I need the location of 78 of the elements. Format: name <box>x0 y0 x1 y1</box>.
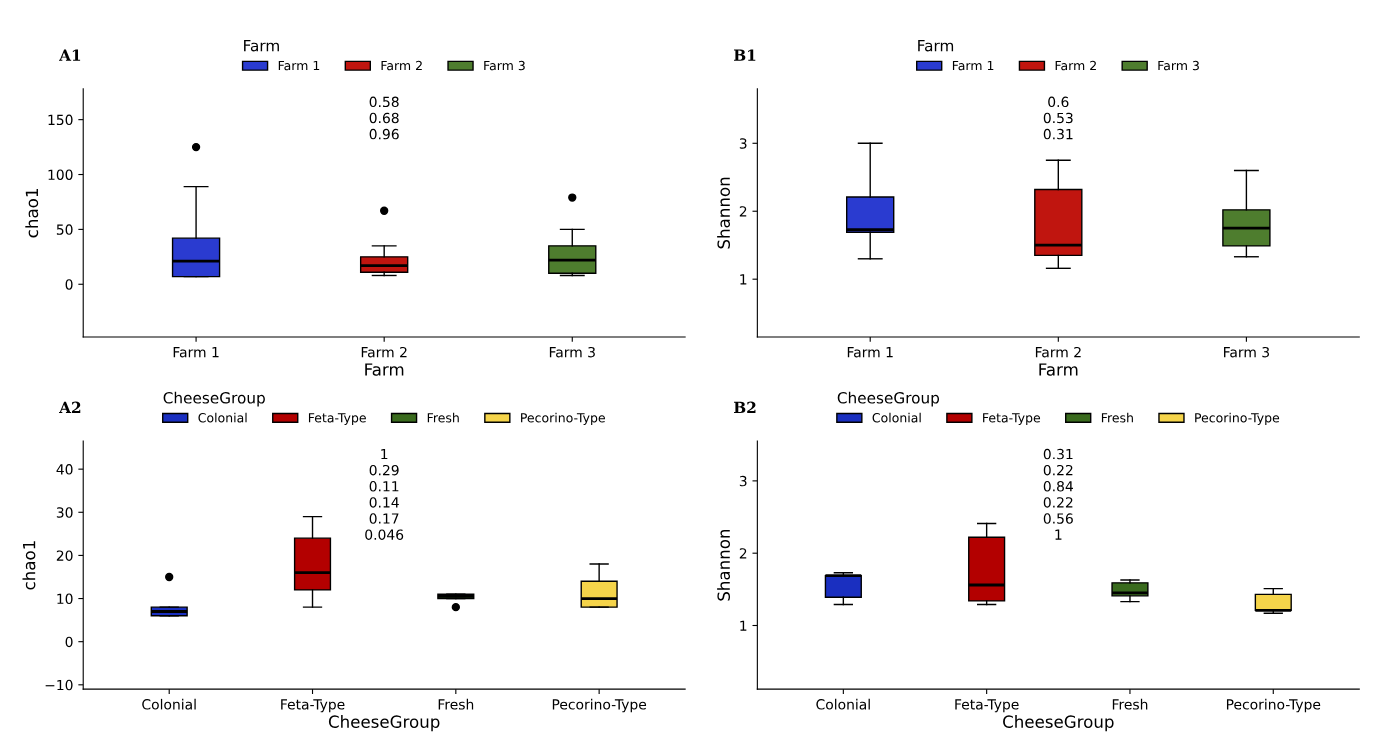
legend-label: Colonial <box>198 412 247 423</box>
legend-label: Farm 3 <box>1158 60 1199 71</box>
annotation: 0.31 <box>1043 448 1073 460</box>
legend-label: Fresh <box>1101 412 1133 423</box>
legend-title: CheeseGroup <box>837 391 940 407</box>
legend-label: Pecorino-Type <box>1195 412 1280 425</box>
x-tick-label: Farm 1 <box>173 347 219 358</box>
annotation: 1 <box>381 448 388 460</box>
y-tick-label: 2 <box>739 548 747 559</box>
y-tick-label: 50 <box>56 224 73 235</box>
y-tick-label: 40 <box>56 464 73 475</box>
legend-label: Feta-Type <box>308 413 366 425</box>
legend-label: Colonial <box>872 412 921 423</box>
x-axis-title: CheeseGroup <box>328 715 440 732</box>
y-tick-label: −10 <box>45 679 73 691</box>
chart-title: A1 <box>59 49 81 61</box>
x-axis-title: Farm <box>1039 363 1078 376</box>
annotation: 0.56 <box>1043 513 1073 524</box>
x-tick-label: Farm 1 <box>847 347 893 358</box>
y-tick-label: 20 <box>56 550 73 561</box>
annotation: 0.6 <box>1048 96 1069 108</box>
legend-title: CheeseGroup <box>163 391 265 407</box>
legend-title: Farm <box>244 40 279 52</box>
y-tick-label: 100 <box>48 169 73 180</box>
x-tick-label: Farm 3 <box>1224 346 1270 358</box>
annotation: 0.22 <box>1043 464 1073 476</box>
legend-label: Farm 3 <box>484 60 525 71</box>
annotation: 0.58 <box>369 96 399 108</box>
y-tick-label: 1 <box>740 274 747 285</box>
x-tick-label: Colonial <box>816 698 870 710</box>
y-tick-label: 0 <box>65 279 73 290</box>
legend-label: Pecorino-Type <box>521 412 605 425</box>
annotation: 0.17 <box>369 513 399 524</box>
x-axis-title: CheeseGroup <box>1003 715 1114 732</box>
y-tick-label: 30 <box>56 507 73 518</box>
x-tick-label: Feta-Type <box>281 699 345 713</box>
legend-label: Fresh <box>427 412 459 423</box>
annotation: 0.29 <box>369 464 399 476</box>
annotation: 0.68 <box>369 112 399 124</box>
y-axis-title: chao1 <box>25 189 39 238</box>
annotation: 0.84 <box>1043 481 1073 492</box>
annotation: 0.53 <box>1043 112 1073 124</box>
legend-title: Farm <box>918 40 954 52</box>
annotation: 0.14 <box>369 497 399 508</box>
y-axis-title: Shannon <box>717 177 731 249</box>
chart-title: B1 <box>733 49 756 61</box>
annotation: 0.31 <box>1043 128 1073 140</box>
y-tick-label: 3 <box>739 475 747 487</box>
y-axis-title: chao1 <box>22 541 36 590</box>
legend-label: Farm 1 <box>952 61 994 71</box>
annotation: 0.11 <box>369 481 399 492</box>
x-tick-label: Feta-Type <box>955 699 1019 713</box>
y-tick-label: 10 <box>57 593 73 605</box>
y-tick-label: 150 <box>48 114 73 126</box>
chart-title: B2 <box>733 401 756 413</box>
annotation: 0.22 <box>1043 497 1073 508</box>
y-tick-label: 1 <box>740 620 747 631</box>
y-tick-label: 3 <box>739 138 747 149</box>
x-tick-label: Fresh <box>1112 698 1148 710</box>
x-tick-label: Pecorino-Type <box>1226 698 1321 713</box>
annotation: 0.046 <box>365 529 404 540</box>
x-tick-label: Colonial <box>142 698 196 710</box>
x-tick-label: Farm 3 <box>549 346 595 358</box>
legend-label: Farm 2 <box>381 60 422 71</box>
chart-title: A2 <box>59 401 81 413</box>
legend-label: Farm 2 <box>1055 60 1096 71</box>
y-tick-label: 2 <box>739 206 747 217</box>
x-tick-label: Fresh <box>438 698 474 710</box>
x-tick-label: Pecorino-Type <box>552 698 647 713</box>
y-axis-title: Shannon <box>717 529 731 601</box>
legend-label: Feta-Type <box>983 413 1041 425</box>
x-tick-label: Farm 2 <box>361 346 407 358</box>
annotation: 1 <box>1055 529 1062 540</box>
y-tick-label: 0 <box>65 636 73 648</box>
x-tick-label: Farm 2 <box>1035 346 1081 358</box>
legend-label: Farm 1 <box>278 61 320 71</box>
annotation: 0.96 <box>369 128 399 140</box>
x-axis-title: Farm <box>365 363 404 376</box>
